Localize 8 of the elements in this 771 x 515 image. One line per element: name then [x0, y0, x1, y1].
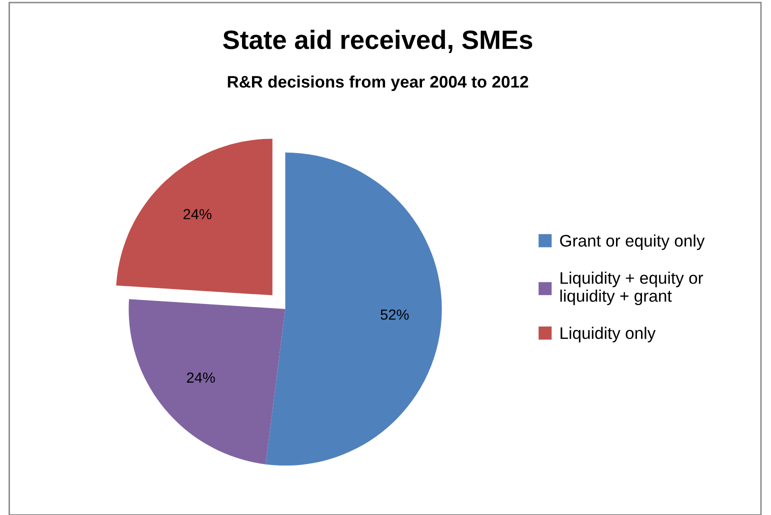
- legend-label: Liquidity + equity or liquidity + grant: [560, 272, 704, 306]
- legend-label: Grant or equity only: [560, 234, 705, 250]
- data-label: 24%: [186, 372, 215, 383]
- chart-subtitle: R&R decisions from year 2004 to 2012: [228, 75, 528, 92]
- data-label: 24%: [184, 209, 212, 220]
- legend-label: Liquidity only: [560, 326, 656, 342]
- chart-title: State aid received, SMEs: [223, 30, 532, 54]
- data-label: 52%: [380, 309, 409, 320]
